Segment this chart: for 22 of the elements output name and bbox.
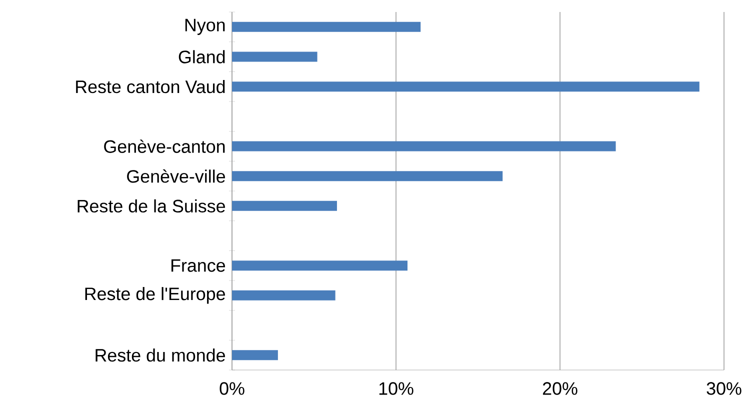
y-tick-label: Reste de l'Europe	[85, 287, 225, 304]
bar	[232, 260, 408, 271]
y-tick-label: Genève-canton	[104, 140, 225, 153]
x-tick-label: 0%	[220, 382, 244, 395]
y-tick-label: Reste de la Suisse	[78, 199, 225, 212]
y-tick-label: Nyon	[185, 18, 225, 35]
y-tick-label: France	[171, 259, 226, 272]
bar	[232, 171, 503, 182]
bar	[232, 82, 700, 92]
y-tick-label: Gland	[178, 50, 225, 64]
y-tick-label: Reste canton Vaud	[76, 80, 225, 94]
x-tick-label: 10%	[379, 382, 414, 395]
bar	[232, 141, 616, 152]
bar	[232, 200, 337, 211]
x-tick-label: 20%	[542, 382, 578, 395]
bar	[232, 290, 336, 300]
y-tick-label: Genève-ville	[127, 169, 226, 183]
y-tick-label: Reste du monde	[96, 348, 225, 362]
bar	[232, 350, 278, 360]
bar	[232, 22, 421, 32]
x-tick-label: 30%	[706, 382, 742, 395]
bar	[232, 52, 318, 62]
